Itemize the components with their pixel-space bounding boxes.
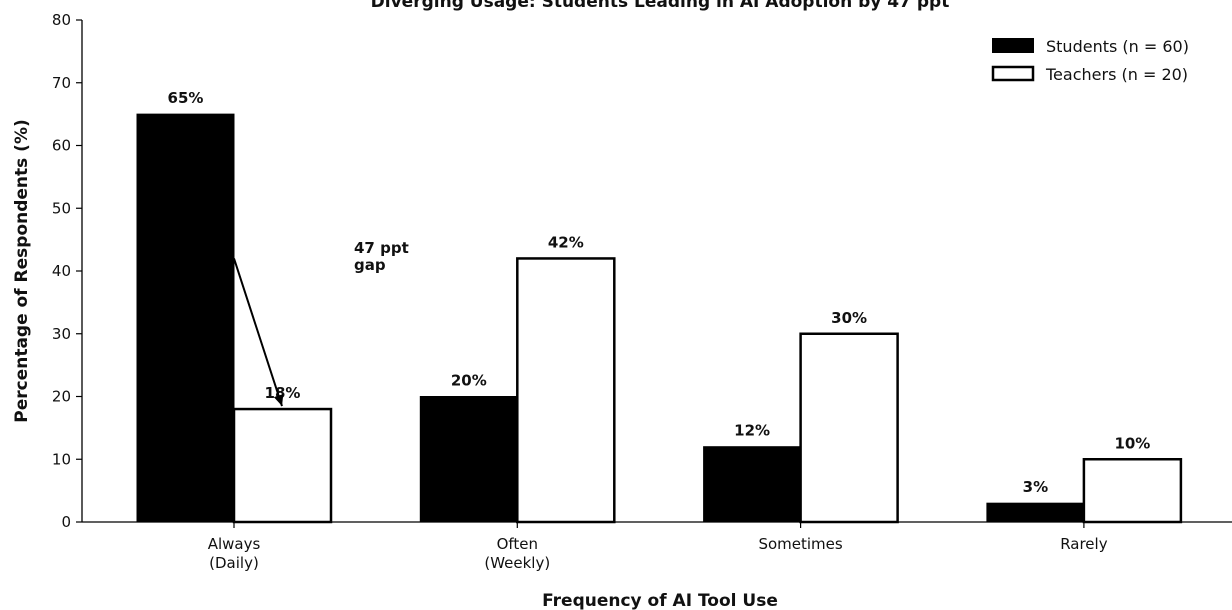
data-label: 12%: [734, 422, 770, 440]
legend-label-teachers: Teachers (n = 20): [1045, 65, 1188, 84]
x-axis-title: Frequency of AI Tool Use: [542, 591, 778, 610]
y-tick-label: 40: [52, 262, 71, 280]
x-tick-label: Often (Weekly): [484, 535, 550, 572]
x-tick-label: Always (Daily): [208, 535, 261, 572]
annotation-arrowhead: [273, 394, 284, 407]
bar-students: [419, 396, 518, 523]
legend-swatch-students: [992, 38, 1034, 53]
data-label: 30%: [831, 309, 867, 327]
data-label: 18%: [265, 384, 301, 402]
y-axis-title: Percentage of Respondents (%): [12, 119, 32, 423]
y-tick-label: 80: [52, 11, 71, 29]
chart-title: Diverging Usage: Students Leading in AI …: [371, 0, 950, 12]
legend: Students (n = 60) Teachers (n = 20): [991, 37, 1189, 84]
x-tick-label: Rarely: [1060, 535, 1108, 553]
y-tick-label: 60: [52, 137, 71, 155]
y-tick-label: 50: [52, 199, 71, 217]
data-label: 20%: [451, 372, 487, 390]
bar-teachers: [799, 332, 899, 524]
x-tick-label: Sometimes: [758, 535, 842, 553]
bar-students: [703, 446, 802, 523]
annotation-text: 47 ppt gap: [354, 239, 409, 274]
bar-students: [986, 502, 1085, 523]
bar-teachers: [232, 407, 333, 524]
y-tick-label: 10: [52, 450, 71, 468]
bar-teachers: [1082, 458, 1183, 524]
legend-swatch-teachers: [991, 65, 1035, 82]
plot-area: 0 10 20 30 40 50 60 70 80 65% 18% Always (Daily) 20% 4…: [52, 11, 1232, 572]
data-label: 10%: [1114, 434, 1150, 452]
annotation-arrow: [233, 258, 283, 407]
legend-label-students: Students (n = 60): [1046, 37, 1189, 56]
data-label: 65%: [168, 89, 204, 107]
bar-teachers: [516, 257, 616, 524]
data-label: 3%: [1023, 478, 1048, 496]
y-tick-label: 20: [52, 388, 71, 406]
y-tick-label: 70: [52, 74, 71, 92]
y-tick-label: 30: [52, 325, 71, 343]
data-label: 42%: [548, 233, 584, 251]
y-tick-label: 0: [61, 513, 71, 531]
bar-students: [136, 113, 235, 523]
